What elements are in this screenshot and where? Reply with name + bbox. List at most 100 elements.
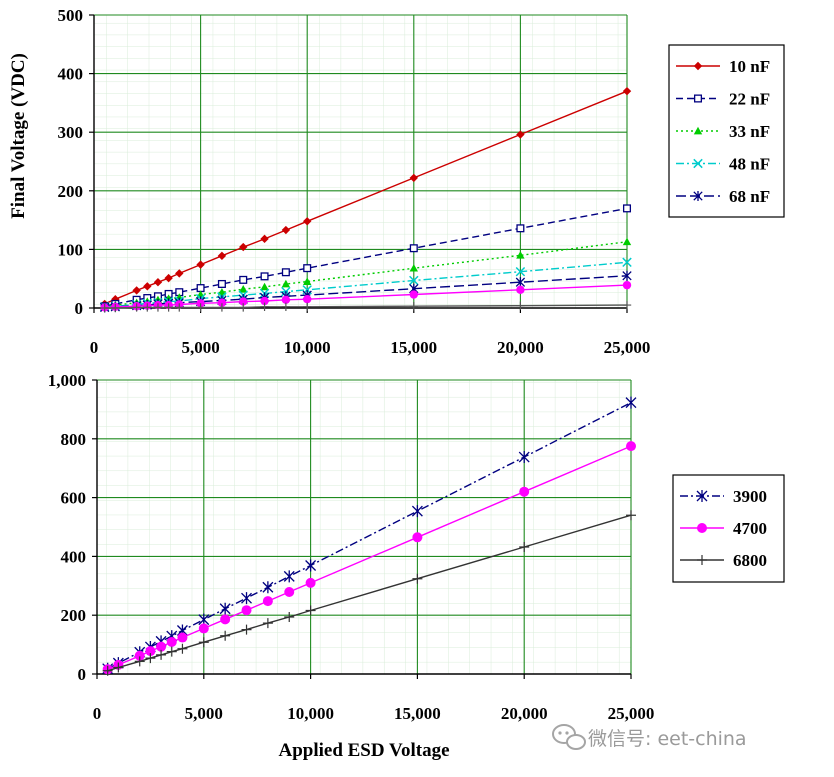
data-point <box>516 130 525 139</box>
data-point <box>515 277 526 288</box>
data-point <box>516 224 525 233</box>
y-tick-label: 0 <box>75 299 84 318</box>
series-6800 <box>102 510 636 676</box>
x-axis-title: Applied ESD Voltage <box>278 740 449 761</box>
data-point <box>409 302 418 311</box>
x-tick-label: 15,000 <box>394 704 441 723</box>
bottom-chart: 0 200 400 600 800 1,000 0 5,000 10,000 15,000 20,0… <box>48 371 785 761</box>
data-point <box>303 264 312 273</box>
legend-label: 4700 <box>733 519 767 538</box>
data-point <box>518 451 530 464</box>
data-point <box>241 592 252 605</box>
data-point <box>145 653 156 664</box>
data-point <box>303 277 312 285</box>
data-point <box>164 273 173 283</box>
data-point <box>411 505 423 518</box>
x-tick-label: 25,000 <box>604 338 651 357</box>
series-line <box>104 90 628 305</box>
data-point <box>113 662 124 673</box>
data-point <box>303 295 312 304</box>
data-point <box>153 278 163 287</box>
data-point <box>241 605 252 616</box>
chat-bubbles-icon <box>552 724 586 750</box>
data-point <box>166 646 177 657</box>
y-tick-label: 200 <box>58 182 84 201</box>
series-line <box>107 445 632 670</box>
legend-label: 33 nF <box>729 122 770 141</box>
legend-label: 10 nF <box>729 57 770 76</box>
top-chart: 0 100 200 300 400 500 0 5,000 10,000 15,000 20,000… <box>8 6 785 357</box>
data-point <box>626 510 636 521</box>
data-point <box>519 541 530 552</box>
data-point <box>305 605 316 616</box>
data-point <box>305 559 317 572</box>
series-line <box>104 207 628 307</box>
data-point <box>409 290 418 299</box>
x-tick-label: 10,000 <box>287 704 334 723</box>
data-point <box>622 257 632 268</box>
data-point <box>281 279 291 288</box>
x-tick-label: 15,000 <box>390 338 437 357</box>
data-point <box>241 624 252 635</box>
data-point <box>515 266 526 277</box>
tick-labels: 0 200 400 600 800 1,000 0 5,000 10,000 15,000 20,0… <box>48 371 655 723</box>
y-tick-label: 800 <box>61 430 87 449</box>
data-point <box>132 286 141 295</box>
data-point <box>284 611 295 622</box>
data-point <box>217 251 227 261</box>
data-point <box>260 272 269 281</box>
data-point <box>281 268 290 277</box>
data-point <box>156 641 167 652</box>
data-point <box>284 586 295 597</box>
data-point <box>196 303 205 312</box>
data-point <box>262 618 273 629</box>
series-group <box>99 86 632 313</box>
data-point <box>412 532 423 543</box>
legend-label: 22 nF <box>729 90 770 109</box>
y-tick-label: 300 <box>58 123 84 142</box>
data-point <box>134 656 145 667</box>
legend-marker <box>696 490 708 502</box>
data-point <box>622 270 632 281</box>
series-line <box>104 261 628 308</box>
legend-label: 68 nF <box>729 187 770 206</box>
legend-box <box>668 44 785 218</box>
series-line <box>104 284 628 309</box>
data-point <box>143 303 152 312</box>
watermark: 微信号: eet-china <box>552 724 747 750</box>
data-point <box>239 285 248 293</box>
data-point <box>281 225 291 235</box>
data-point <box>281 295 291 304</box>
y-tick-label: 0 <box>78 665 87 684</box>
data-point <box>516 251 525 259</box>
y-tick-label: 1,000 <box>48 371 86 390</box>
data-point <box>164 303 173 312</box>
legend: 10 nF 22 nF 33 nF 48 nF 68 nF <box>668 44 785 218</box>
data-point <box>622 300 632 310</box>
data-point <box>622 280 632 290</box>
data-point <box>622 86 632 96</box>
data-point <box>260 234 269 244</box>
data-point <box>198 637 209 648</box>
x-tick-label: 0 <box>93 704 102 723</box>
data-point <box>175 303 184 312</box>
data-point <box>283 570 295 583</box>
x-tick-label: 25,000 <box>608 704 655 723</box>
legend-label: 48 nF <box>729 155 770 174</box>
legend-marker <box>693 61 703 71</box>
data-point <box>239 303 248 312</box>
y-tick-label: 500 <box>58 6 84 25</box>
data-point <box>519 486 530 497</box>
data-point <box>217 303 227 312</box>
series-line <box>104 304 628 309</box>
data-point <box>134 650 145 661</box>
major-grid <box>94 14 628 308</box>
legend-marker <box>697 523 707 533</box>
x-tick-label: 20,000 <box>501 704 548 723</box>
data-point <box>153 303 163 312</box>
data-point <box>217 279 226 288</box>
data-point <box>217 287 227 296</box>
watermark-text: 微信号: eet-china <box>588 728 747 750</box>
data-point <box>143 282 152 291</box>
